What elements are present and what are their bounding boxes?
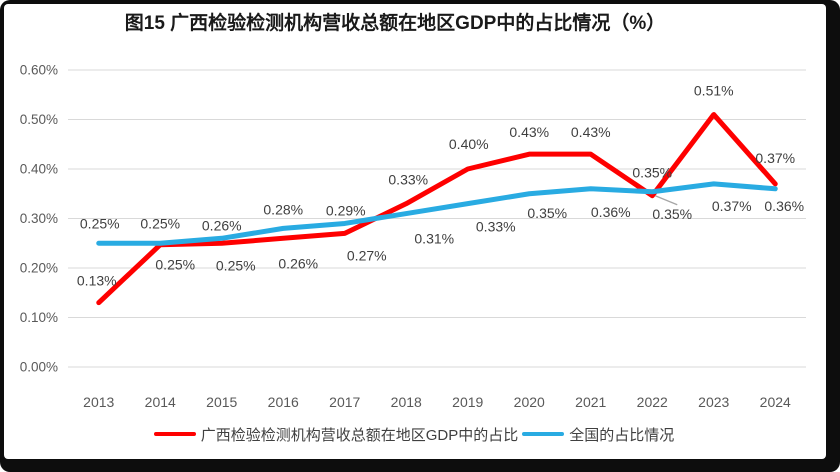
x-axis-tick-label: 2015 xyxy=(206,394,237,410)
y-axis-tick-label: 0.00% xyxy=(20,360,58,375)
data-label-national-2022: 0.35% xyxy=(652,206,692,222)
series-line-guangxi xyxy=(96,112,778,306)
data-label-national-2020: 0.35% xyxy=(527,205,567,221)
x-axis-tick-label: 2024 xyxy=(760,394,791,410)
series-line-national xyxy=(96,181,778,246)
data-label-national-2021: 0.36% xyxy=(591,204,631,220)
data-label-guangxi-2018: 0.33% xyxy=(388,172,428,188)
label-leader-line xyxy=(655,195,678,206)
data-label-guangxi-2020: 0.43% xyxy=(509,124,549,140)
x-axis-tick-label: 2019 xyxy=(452,394,483,410)
y-axis-tick-label: 0.20% xyxy=(20,261,58,276)
x-axis-tick-label: 2021 xyxy=(575,394,606,410)
data-label-national-2018: 0.31% xyxy=(414,231,454,247)
y-axis-tick-label: 0.10% xyxy=(20,310,58,325)
legend: 广西检验检测机构营收总额在地区GDP中的占比 全国的占比情况 xyxy=(0,421,828,447)
data-label-national-2019: 0.33% xyxy=(476,219,516,235)
data-label-national-2017: 0.29% xyxy=(326,202,366,218)
data-label-national-2013: 0.25% xyxy=(80,215,120,231)
data-label-guangxi-2022: 0.35% xyxy=(632,165,672,181)
x-axis-tick-label: 2020 xyxy=(514,394,545,410)
legend-item-guangxi: 广西检验检测机构营收总额在地区GDP中的占比 xyxy=(153,424,519,445)
legend-swatch-guangxi-icon xyxy=(153,431,196,437)
x-axis-tick-label: 2013 xyxy=(83,394,114,410)
y-axis-tick-label: 0.60% xyxy=(20,63,58,78)
x-axis-tick-label: 2023 xyxy=(698,394,729,410)
data-label-national-2015: 0.26% xyxy=(202,217,242,233)
chart-title: 图15 广西检验检测机构营收总额在地区GDP中的占比情况（%） xyxy=(124,13,666,34)
legend-swatch-national-icon xyxy=(522,431,565,437)
x-axis-tick-label: 2017 xyxy=(329,394,360,410)
y-axis-tick-label: 0.40% xyxy=(20,162,58,177)
x-axis-tick-label: 2022 xyxy=(637,394,668,410)
data-label-guangxi-2017: 0.27% xyxy=(347,247,387,263)
data-label-national-2014: 0.25% xyxy=(140,215,180,231)
data-label-guangxi-2013: 0.13% xyxy=(77,273,117,289)
data-label-guangxi-2015: 0.25% xyxy=(216,257,256,273)
data-label-guangxi-2016: 0.26% xyxy=(278,255,318,271)
data-label-guangxi-2019: 0.40% xyxy=(449,136,489,152)
data-label-guangxi-2021: 0.43% xyxy=(571,124,611,140)
data-label-national-2024: 0.36% xyxy=(764,198,804,214)
legend-label-national: 全国的占比情况 xyxy=(569,426,675,444)
legend-label-guangxi: 广西检验检测机构营收总额在地区GDP中的占比 xyxy=(200,426,519,444)
data-label-national-2016: 0.28% xyxy=(263,201,303,217)
y-axis-tick-label: 0.30% xyxy=(20,211,58,226)
data-label-guangxi-2014: 0.25% xyxy=(155,257,195,273)
y-axis-tick-label: 0.50% xyxy=(20,112,58,127)
chart-background xyxy=(4,4,826,459)
data-label-guangxi-2023: 0.51% xyxy=(694,83,734,99)
data-label-national-2023: 0.37% xyxy=(712,198,752,214)
x-axis-tick-label: 2016 xyxy=(268,394,299,410)
x-axis-tick-label: 2014 xyxy=(145,394,176,410)
legend-item-national: 全国的占比情况 xyxy=(522,424,674,445)
data-label-guangxi-2024: 0.37% xyxy=(755,150,795,166)
x-axis-tick-label: 2018 xyxy=(391,394,422,410)
